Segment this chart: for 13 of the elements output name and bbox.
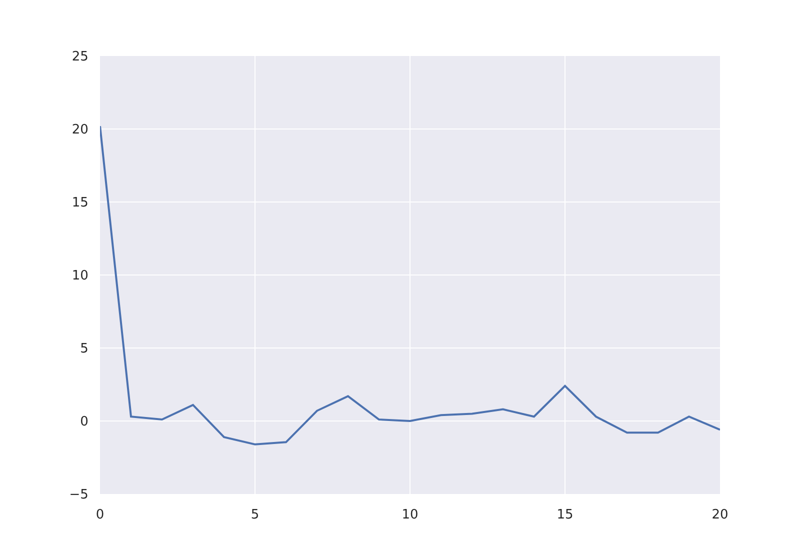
y-tick-label: 5 xyxy=(80,342,88,357)
x-tick-label: 15 xyxy=(556,508,574,523)
x-tick-label: 5 xyxy=(250,508,260,523)
y-tick-label: −5 xyxy=(69,488,88,503)
y-tick-label: 0 xyxy=(80,414,88,430)
x-tick-label: 10 xyxy=(402,508,418,523)
y-tick-label: 10 xyxy=(72,268,88,284)
y-tick-label: 25 xyxy=(72,50,88,65)
x-tick-label: 20 xyxy=(712,508,728,523)
y-tick-label: 15 xyxy=(72,196,88,211)
y-tick-label: 20 xyxy=(72,122,88,138)
x-tick-label: 0 xyxy=(96,508,104,523)
line-series xyxy=(100,125,720,446)
